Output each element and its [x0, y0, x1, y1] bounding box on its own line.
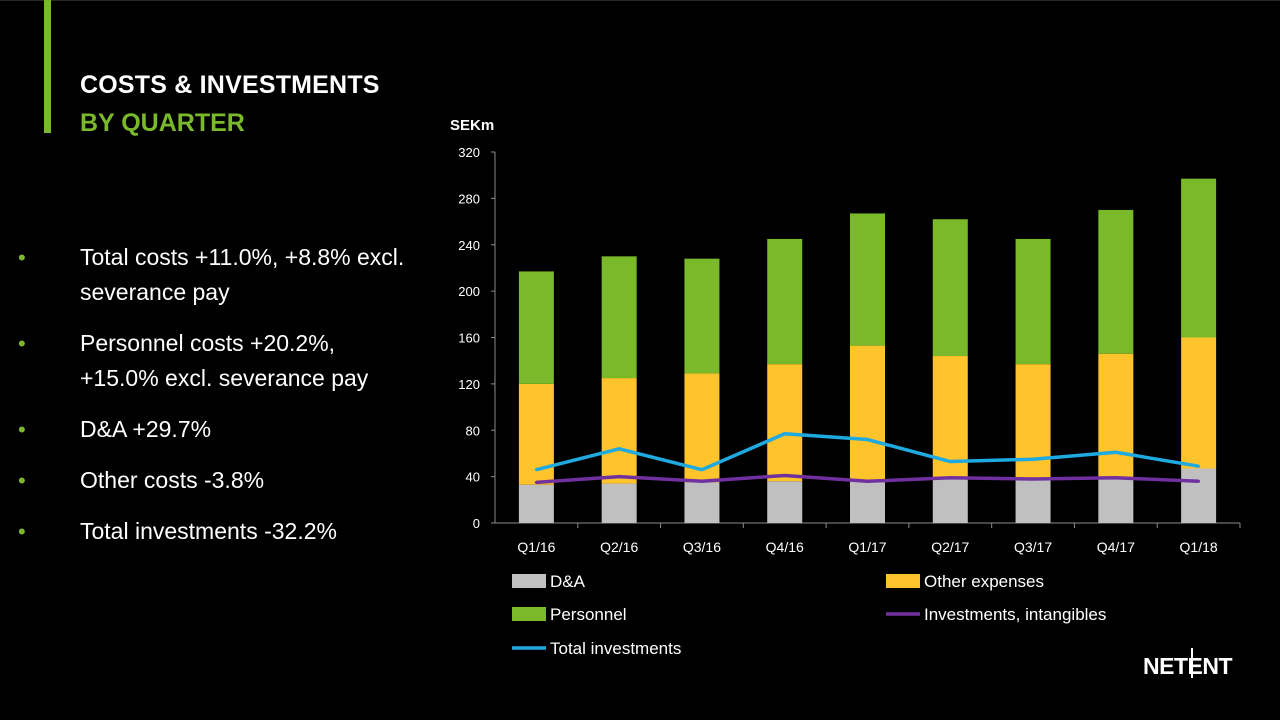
bullet-dot-icon: • [18, 417, 26, 442]
y-tick-label: 80 [466, 423, 480, 438]
line-point-total-investments [866, 438, 869, 442]
chart-unit-label: SEKm [450, 117, 495, 134]
logo-separator [1191, 648, 1193, 678]
x-tick-label: Q1/17 [848, 539, 886, 555]
bar-segment-personnel [601, 256, 637, 379]
x-tick-label: Q2/16 [600, 539, 638, 555]
line-point-total-investments [534, 468, 538, 472]
bar-segment-other-expenses [1015, 364, 1051, 479]
legend-swatch-d-a [512, 574, 546, 588]
bar-segment-other-expenses [1098, 353, 1134, 478]
bullet-text: Personnel costs +20.2%, +15.0% excl. sev… [80, 330, 369, 391]
bullet-item: • Personnel costs +20.2%, +15.0% excl. se… [18, 326, 418, 396]
y-tick-label: 0 [473, 516, 480, 531]
line-point-total-investments [1114, 450, 1118, 454]
legend-swatch-other-expenses [886, 574, 920, 588]
legend-label-total-investments: Total investments [550, 639, 681, 658]
bar-segment-other-expenses [601, 378, 637, 484]
bar-segment-d-a [601, 483, 637, 523]
bar-segment-personnel [932, 219, 968, 357]
bullet-text: Other costs -3.8% [80, 467, 265, 493]
bar-segment-personnel [1181, 178, 1217, 338]
bar-segment-d-a [932, 478, 968, 523]
logo-text: NETENT [1143, 653, 1233, 679]
line-point-total-investments [617, 447, 621, 451]
bullet-text: Total costs +11.0%, +8.8% excl. severanc… [80, 244, 405, 305]
x-tick-label: Q2/17 [931, 539, 969, 555]
slide-title: COSTS & INVESTMENTS BY QUARTER [80, 70, 380, 138]
line-point-investments-intangibles [948, 476, 952, 480]
bar-segment-other-expenses [767, 364, 803, 482]
bar-segment-personnel [1015, 238, 1051, 365]
line-point-total-investments [1031, 457, 1035, 461]
bullet-item: • Other costs -3.8% [18, 463, 418, 498]
bar-segment-d-a [1015, 478, 1051, 523]
bullet-dot-icon: • [18, 245, 26, 270]
line-point-investments-intangibles [700, 479, 704, 483]
bar-segment-personnel [684, 258, 720, 374]
legend-label-personnel: Personnel [550, 605, 627, 624]
bullet-item: • D&A +29.7% [18, 412, 418, 447]
x-tick-label: Q1/16 [517, 539, 555, 555]
y-tick-label: 160 [458, 331, 480, 346]
top-border [0, 0, 1280, 1]
bar-segment-personnel [1098, 209, 1134, 354]
bar-segment-d-a [1098, 477, 1134, 523]
title-line-1: COSTS & INVESTMENTS [80, 71, 380, 99]
line-point-total-investments [700, 468, 704, 472]
bar-segment-other-expenses [1181, 337, 1217, 469]
netent-logo: NETENT [1143, 648, 1233, 683]
x-tick-label: Q1/18 [1180, 539, 1218, 555]
bullet-dot-icon: • [18, 331, 26, 356]
line-point-total-investments [948, 460, 952, 464]
line-point-investments-intangibles [534, 480, 538, 484]
bullet-dot-icon: • [18, 519, 26, 544]
bar-segment-personnel [518, 271, 554, 384]
x-tick-label: Q3/17 [1014, 539, 1052, 555]
bullet-list: • Total costs +11.0%, +8.8% excl. severan… [18, 240, 418, 565]
legend-label-other-expenses: Other expenses [924, 572, 1044, 591]
line-point-investments-intangibles [866, 479, 869, 483]
x-tick-label: Q3/16 [683, 539, 721, 555]
line-point-investments-intangibles [617, 475, 621, 479]
line-point-investments-intangibles [1114, 476, 1118, 480]
y-tick-label: 120 [458, 377, 480, 392]
bar-segment-other-expenses [850, 345, 885, 481]
bullet-item: • Total costs +11.0%, +8.8% excl. severan… [18, 240, 418, 310]
line-point-investments-intangibles [1197, 479, 1201, 483]
y-tick-label: 280 [458, 191, 480, 206]
y-tick-label: 320 [458, 145, 480, 160]
bar-segment-d-a [850, 480, 885, 523]
bar-segment-d-a [684, 482, 720, 523]
bar-segment-personnel [850, 213, 885, 346]
x-tick-label: Q4/16 [766, 539, 804, 555]
y-tick-label: 40 [466, 470, 480, 485]
legend-label-investments-intangibles: Investments, intangibles [924, 605, 1106, 624]
line-point-total-investments [783, 432, 787, 436]
accent-bar [44, 0, 51, 133]
legend-label-d-a: D&A [550, 572, 586, 591]
bar-segment-d-a [1181, 468, 1217, 523]
y-tick-label: 240 [458, 238, 480, 253]
bullet-text: Total investments -32.2% [80, 518, 337, 544]
bar-segment-personnel [767, 238, 803, 365]
bullet-dot-icon: • [18, 468, 26, 493]
title-line-2: BY QUARTER [80, 109, 245, 137]
line-point-investments-intangibles [1031, 477, 1035, 481]
bullet-text: D&A +29.7% [80, 416, 212, 442]
bullet-item: • Total investments -32.2% [18, 514, 418, 549]
line-point-total-investments [1197, 464, 1201, 468]
x-tick-label: Q4/17 [1097, 539, 1135, 555]
bar-segment-d-a [518, 484, 554, 523]
y-tick-label: 200 [458, 284, 480, 299]
legend-swatch-personnel [512, 607, 546, 621]
bar-segment-d-a [767, 481, 803, 523]
line-point-investments-intangibles [783, 473, 787, 477]
